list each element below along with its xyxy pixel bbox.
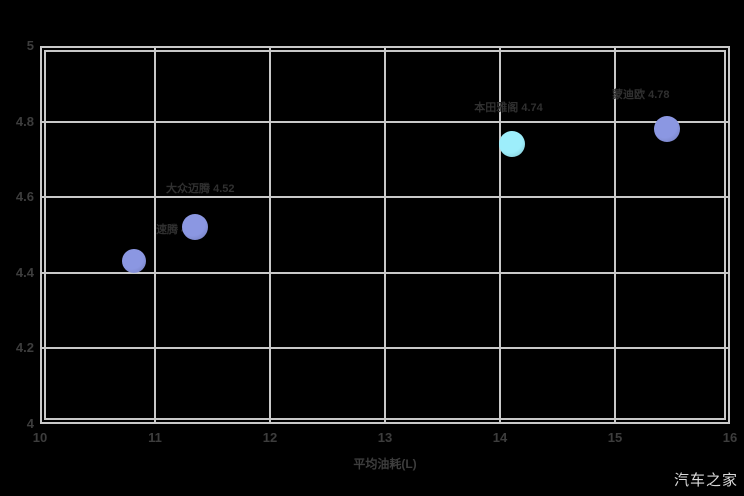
y-tick-label: 4	[26, 416, 34, 431]
point-annotation-label: 蒙迪欧 4.78	[612, 89, 670, 102]
y-tick-label: 4.8	[15, 113, 34, 129]
data-point-bubble[interactable]	[182, 214, 209, 241]
y-tick-label: 4.2	[15, 340, 34, 356]
y-tick-label: 4.4	[15, 264, 34, 280]
gridline-vertical	[384, 46, 386, 424]
x-tick-label: 11	[148, 430, 162, 445]
x-axis-title: 平均油耗(L)	[353, 457, 417, 471]
x-tick-label: 10	[32, 430, 48, 445]
gridline-vertical	[499, 46, 501, 424]
x-tick-label: 16	[722, 430, 738, 445]
data-point-bubble[interactable]	[653, 116, 680, 143]
y-tick-label: 4.6	[15, 189, 34, 205]
gridline-vertical	[154, 46, 156, 424]
data-point-bubble[interactable]	[498, 131, 525, 158]
gridline-horizontal	[40, 271, 730, 274]
gridline-horizontal	[40, 120, 730, 123]
x-tick-label: 15	[607, 430, 623, 445]
x-tick-label: 14	[492, 430, 508, 445]
x-tick-label: 13	[377, 430, 393, 445]
gridline-vertical	[269, 46, 271, 424]
autohome-watermark: 汽车之家	[673, 472, 738, 489]
x-tick-label: 12	[262, 430, 278, 445]
y-tick-label: 5	[26, 38, 34, 53]
gridline-horizontal	[40, 196, 730, 199]
point-annotation-label: 大众迈腾 4.52	[166, 183, 235, 196]
gridline-vertical	[614, 46, 616, 424]
point-annotation-label: 本田雅阁 4.74	[474, 102, 543, 115]
data-point-bubble[interactable]	[122, 249, 147, 274]
gridline-horizontal	[40, 347, 730, 350]
